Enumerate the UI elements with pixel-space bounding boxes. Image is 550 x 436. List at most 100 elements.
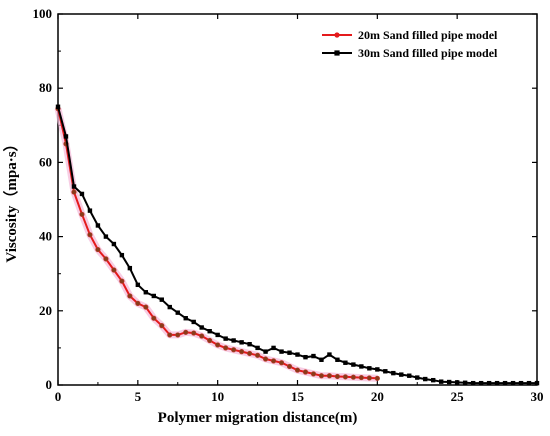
data-point [318, 373, 325, 379]
data-point [391, 370, 396, 376]
data-point [295, 352, 300, 357]
data-point [319, 357, 324, 362]
data-point [183, 316, 188, 321]
data-point [294, 367, 301, 373]
data-point [167, 332, 173, 338]
x-axis-label: Polymer migration distance(m) [158, 410, 358, 426]
data-point [478, 380, 484, 386]
data-point [359, 364, 364, 369]
data-point [223, 345, 229, 351]
series-line [57, 106, 537, 385]
data-point [350, 374, 356, 380]
data-point [303, 354, 308, 360]
data-point [135, 300, 141, 306]
data-point [518, 380, 524, 386]
data-point [95, 246, 101, 253]
data-point [263, 349, 268, 354]
data-point [343, 360, 348, 365]
data-point [423, 376, 428, 382]
data-point [159, 297, 164, 302]
data-point [247, 350, 253, 357]
data-point [95, 223, 101, 228]
x-tick-label: 5 [135, 389, 142, 404]
data-point [383, 369, 388, 374]
data-point [399, 372, 404, 377]
data-point [262, 356, 269, 362]
data-point [79, 191, 85, 197]
y-tick-label: 20 [39, 303, 52, 318]
y-axis-label: Viscosity（mpa·s） [2, 136, 20, 262]
data-point [367, 366, 372, 371]
x-tick-label: 15 [291, 389, 305, 404]
y-tick-label: 100 [33, 6, 53, 21]
series-1 [54, 106, 380, 382]
data-point [183, 329, 189, 335]
data-point [143, 304, 149, 310]
series-line [57, 108, 378, 380]
data-point [446, 379, 452, 385]
plot-frame [57, 13, 538, 386]
legend-marker [334, 32, 340, 38]
data-point [407, 373, 412, 378]
data-point [255, 345, 260, 351]
legend-marker [334, 50, 340, 56]
data-point [310, 371, 317, 377]
data-point [342, 374, 349, 380]
x-tick-label: 20 [371, 389, 384, 404]
data-point [199, 333, 205, 339]
data-point [71, 189, 77, 195]
data-point [327, 352, 332, 357]
data-point [270, 358, 277, 364]
data-point [215, 342, 221, 348]
data-point [239, 340, 244, 345]
data-point [287, 350, 292, 355]
data-point [231, 338, 236, 343]
y-tick-label: 40 [39, 229, 52, 244]
data-point [55, 104, 61, 109]
data-point [87, 232, 93, 238]
data-point [239, 349, 245, 355]
data-point [175, 310, 180, 315]
data-point [415, 375, 420, 380]
data-point [103, 256, 109, 262]
y-tick-label: 0 [46, 377, 53, 392]
data-point [143, 290, 149, 295]
y-tick-label: 60 [39, 154, 52, 169]
data-point [510, 380, 516, 386]
data-point [151, 315, 157, 321]
data-point [119, 278, 125, 284]
data-point [191, 319, 196, 325]
data-point [279, 349, 284, 354]
data-point [111, 241, 117, 247]
data-point [431, 377, 436, 383]
data-point [366, 375, 372, 381]
data-point [534, 380, 540, 386]
data-point [494, 380, 500, 386]
data-point [159, 323, 165, 329]
series-layer [54, 104, 540, 386]
data-point [374, 375, 380, 381]
axes: 0 5 10 15 20 25 30 0 20 40 60 80 100 [33, 6, 544, 404]
data-point [127, 265, 133, 271]
data-point [63, 134, 69, 139]
data-point [199, 325, 204, 330]
data-point [302, 369, 309, 375]
data-point [215, 332, 220, 338]
data-point [454, 380, 460, 385]
data-point [207, 329, 212, 334]
y-tick-label: 80 [39, 80, 52, 95]
data-point [326, 373, 333, 379]
legend-label: 20m Sand filled pipe model [358, 28, 498, 42]
data-point [231, 347, 237, 353]
data-point [526, 380, 532, 386]
data-point [286, 363, 293, 370]
data-point [71, 184, 77, 189]
data-point [358, 374, 364, 381]
x-tick-label: 30 [531, 389, 544, 404]
legend: 20m Sand filled pipe model 30m Sand fille… [322, 28, 498, 60]
x-tick-label: 25 [451, 389, 465, 404]
data-point [167, 304, 172, 310]
legend-label: 30m Sand filled pipe model [358, 46, 498, 60]
